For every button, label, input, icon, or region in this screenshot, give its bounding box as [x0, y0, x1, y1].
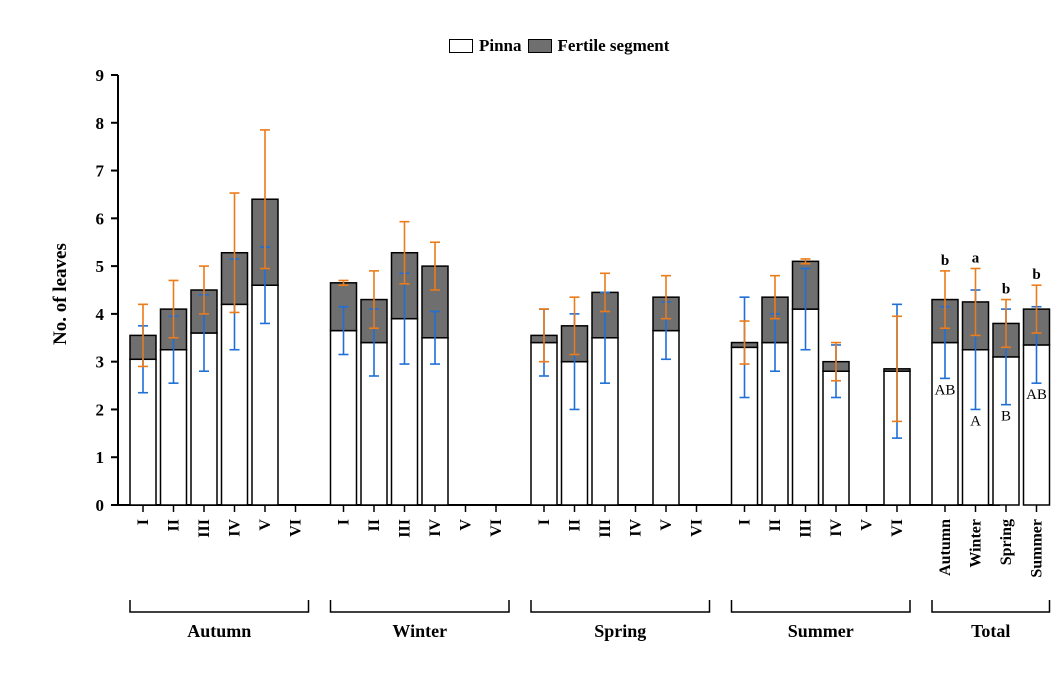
svg-text:3: 3: [96, 353, 105, 372]
svg-text:b: b: [1002, 282, 1010, 298]
chart-svg: 0123456789IIIIIIIVVVIIIIIIIIVVVIIIIIIIIV…: [0, 0, 1062, 677]
svg-text:8: 8: [96, 114, 105, 133]
svg-text:Spring: Spring: [594, 621, 646, 641]
svg-text:Autumn: Autumn: [937, 519, 954, 576]
svg-text:III: III: [597, 519, 614, 538]
svg-text:VI: VI: [689, 519, 706, 537]
y-axis-label: No. of leaves: [50, 243, 72, 345]
svg-text:b: b: [1032, 267, 1040, 283]
svg-text:III: III: [196, 519, 213, 538]
svg-text:V: V: [257, 519, 274, 531]
svg-text:III: III: [798, 519, 815, 538]
svg-text:A: A: [970, 413, 981, 429]
svg-text:B: B: [1001, 409, 1011, 425]
svg-text:IV: IV: [628, 519, 645, 537]
svg-text:VI: VI: [288, 519, 305, 537]
svg-text:V: V: [658, 519, 675, 531]
svg-text:VI: VI: [488, 519, 505, 537]
svg-text:III: III: [397, 519, 414, 538]
svg-text:2: 2: [96, 400, 105, 419]
svg-text:Summer: Summer: [1029, 519, 1046, 578]
svg-text:5: 5: [96, 257, 105, 276]
svg-text:Spring: Spring: [998, 519, 1015, 565]
svg-text:1: 1: [96, 448, 105, 467]
legend-label: Fertile segment: [558, 36, 670, 56]
svg-text:Summer: Summer: [788, 621, 854, 641]
svg-text:II: II: [366, 519, 383, 531]
svg-text:IV: IV: [227, 519, 244, 537]
svg-text:Winter: Winter: [968, 519, 985, 568]
svg-text:I: I: [336, 519, 353, 525]
svg-text:II: II: [567, 519, 584, 531]
svg-text:IV: IV: [828, 519, 845, 537]
legend: Pinna Fertile segment: [449, 36, 669, 56]
svg-text:AB: AB: [935, 382, 956, 398]
svg-text:Winter: Winter: [392, 621, 447, 641]
legend-swatch: [449, 39, 473, 53]
svg-text:AB: AB: [1026, 387, 1047, 403]
svg-text:Total: Total: [971, 621, 1010, 641]
svg-text:V: V: [859, 519, 876, 531]
svg-text:I: I: [737, 519, 754, 525]
svg-text:II: II: [767, 519, 784, 531]
svg-text:II: II: [166, 519, 183, 531]
svg-text:7: 7: [96, 162, 105, 181]
svg-text:0: 0: [96, 496, 105, 515]
svg-text:I: I: [536, 519, 553, 525]
legend-swatch: [528, 39, 552, 53]
svg-text:a: a: [972, 251, 980, 267]
svg-text:V: V: [458, 519, 475, 531]
legend-label: Pinna: [479, 36, 522, 56]
svg-text:9: 9: [96, 66, 105, 85]
svg-text:I: I: [135, 519, 152, 525]
svg-text:b: b: [941, 253, 949, 269]
svg-text:Autumn: Autumn: [187, 621, 251, 641]
svg-text:6: 6: [96, 209, 105, 228]
svg-text:4: 4: [96, 305, 105, 324]
svg-text:VI: VI: [889, 519, 906, 537]
svg-text:IV: IV: [427, 519, 444, 537]
